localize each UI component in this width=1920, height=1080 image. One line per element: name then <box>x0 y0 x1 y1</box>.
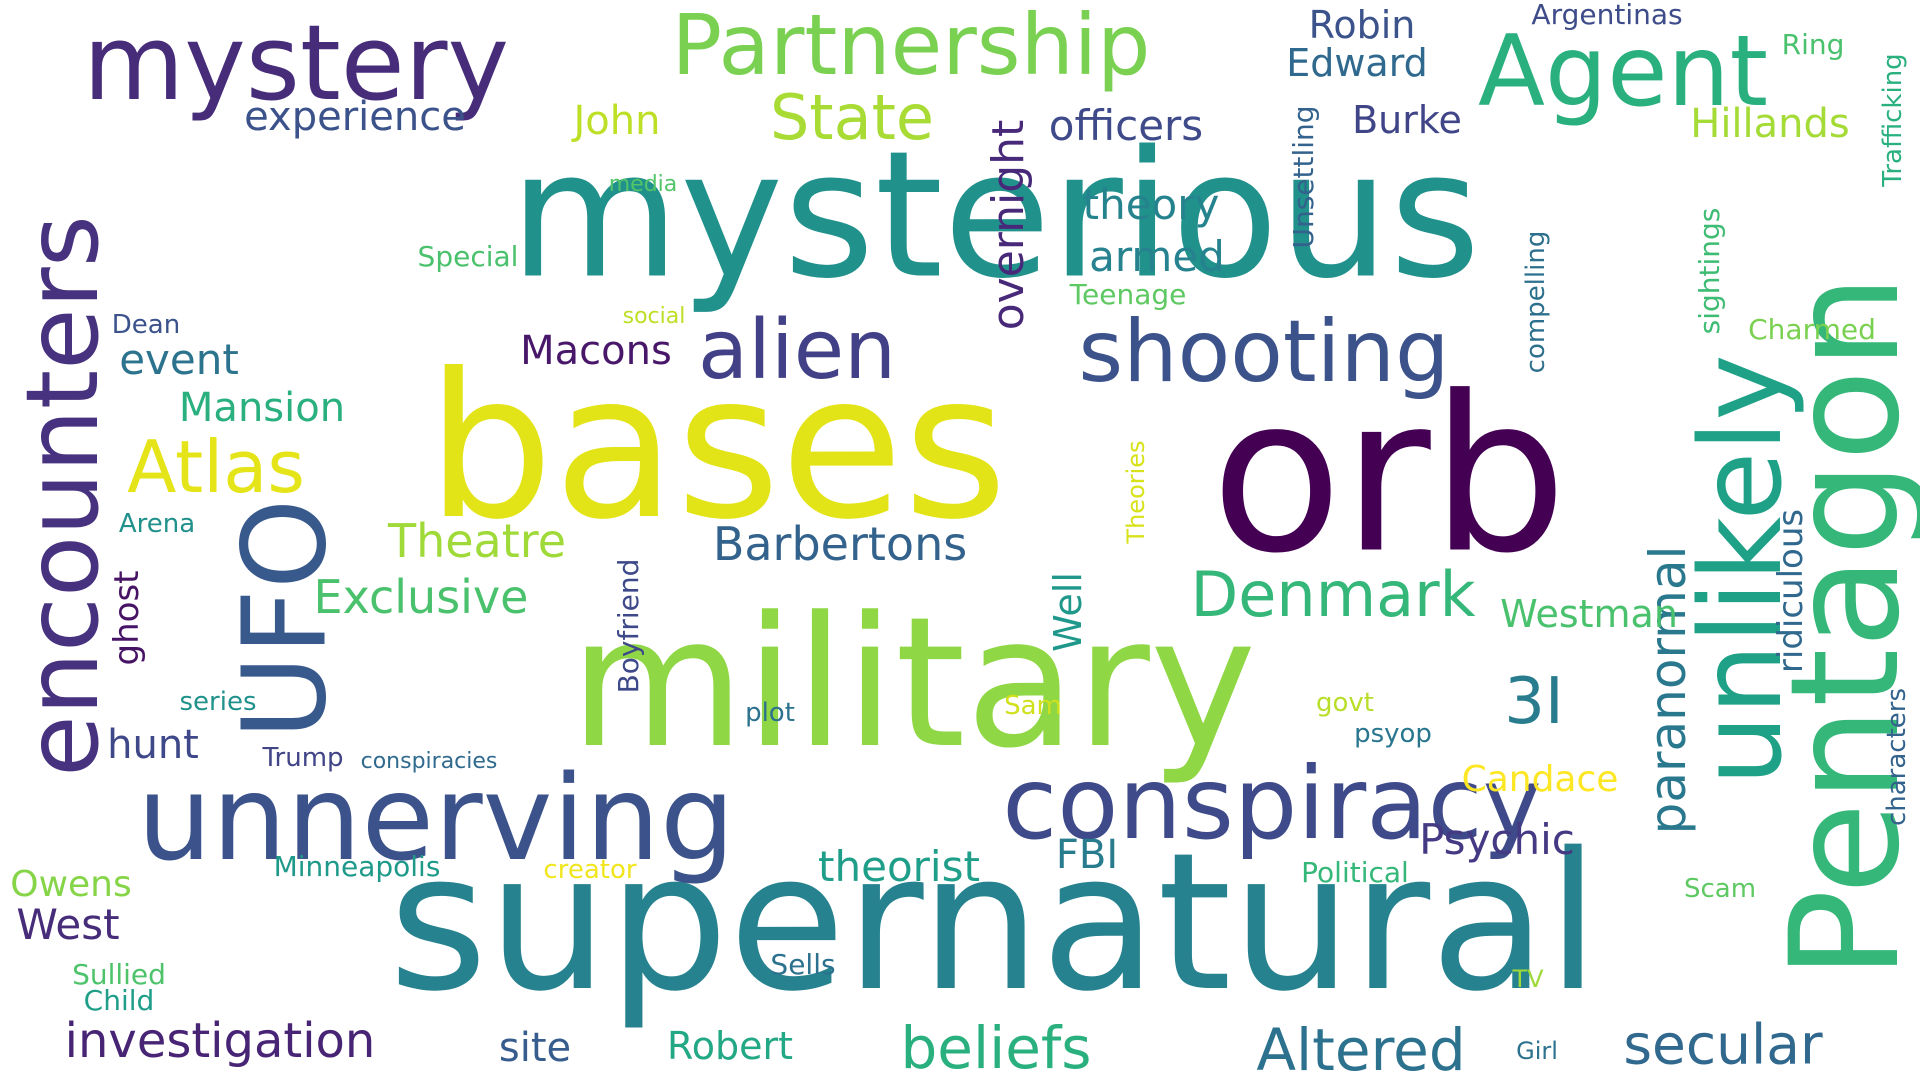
word-overnight: overnight <box>983 119 1034 331</box>
word-state: State <box>769 81 935 154</box>
word-conspiracies: conspiracies <box>360 749 498 774</box>
word-characters: characters <box>1882 687 1912 827</box>
word-robin: Robin <box>1308 3 1416 47</box>
word-macons: Macons <box>520 328 672 374</box>
word-westman: Westman <box>1500 592 1678 636</box>
word-barbertons: Barbertons <box>712 517 968 571</box>
word-teenage: Teenage <box>1069 278 1187 311</box>
word-edward: Edward <box>1286 41 1428 85</box>
word-military: military <box>569 579 1257 788</box>
word-partnership: Partnership <box>671 0 1151 94</box>
word-west: West <box>16 900 120 949</box>
word-series: series <box>179 687 257 717</box>
word-mysterious: mysterious <box>509 114 1481 318</box>
word-encounters: encounters <box>4 215 121 777</box>
word-well: Well <box>1046 572 1090 652</box>
word-event: event <box>119 335 239 384</box>
word-child: Child <box>83 984 155 1017</box>
word-ring: Ring <box>1781 28 1845 61</box>
word-conspiracy: conspiracy <box>1002 745 1542 862</box>
word-sightings: sightings <box>1693 207 1726 335</box>
word-agent: Agent <box>1477 15 1769 129</box>
word-atlas: Atlas <box>127 425 305 509</box>
word-psyop: psyop <box>1354 719 1432 749</box>
word-hunt: hunt <box>107 722 199 768</box>
word-plot: plot <box>745 698 795 728</box>
word-sam: Sam <box>1004 691 1062 721</box>
word-bases: bases <box>426 331 1008 564</box>
word-candace: Candace <box>1461 759 1619 800</box>
word-secular: secular <box>1623 1012 1823 1077</box>
word-mystery: mystery <box>82 2 510 124</box>
word-sells: Sells <box>770 948 836 981</box>
word-minneapolis: Minneapolis <box>273 850 441 883</box>
word-experience: experience <box>244 94 466 140</box>
word-tv: TV <box>1512 965 1544 993</box>
word-fbi: FBI <box>1055 832 1119 878</box>
word-mansion: Mansion <box>178 385 346 431</box>
word-orb: orb <box>1210 349 1568 601</box>
word-investigation: investigation <box>64 1013 376 1069</box>
word-political: Political <box>1301 856 1409 889</box>
word-3i: 3I <box>1504 665 1564 739</box>
word-social: social <box>622 304 686 329</box>
word-arena: Arena <box>118 509 196 539</box>
word-theories: Theories <box>1122 440 1150 544</box>
word-theatre: Theatre <box>388 514 566 568</box>
word-theorist: theorist <box>818 842 980 891</box>
word-scam: Scam <box>1683 874 1757 904</box>
word-trump: Trump <box>262 743 344 773</box>
word-beliefs: beliefs <box>900 1014 1092 1080</box>
word-ridiculous: ridiculous <box>1771 508 1811 674</box>
word-unsettling: Unsettling <box>1287 105 1320 249</box>
word-girl: Girl <box>1516 1037 1558 1065</box>
word-creator: creator <box>543 855 637 885</box>
word-site: site <box>498 1025 572 1071</box>
word-shooting: shooting <box>1078 302 1450 402</box>
word-owens: Owens <box>10 864 132 905</box>
word-burke: Burke <box>1352 98 1462 142</box>
word-unnerving: unnerving <box>137 749 735 887</box>
word-robert: Robert <box>667 1024 793 1068</box>
word-sullied: Sullied <box>72 958 166 991</box>
word-altered: Altered <box>1256 1016 1466 1080</box>
word-trafficking: Trafficking <box>1878 53 1908 187</box>
word-john: John <box>573 98 661 144</box>
word-alien: alien <box>697 303 897 398</box>
word-compelling: compelling <box>1521 230 1551 374</box>
word-denmark: Denmark <box>1190 558 1476 631</box>
word-psychic: Psychic <box>1419 815 1575 864</box>
word-supernatural: supernatural <box>388 812 1600 1033</box>
word-officers: officers <box>1048 101 1204 150</box>
word-boyfriend: Boyfriend <box>612 558 645 694</box>
word-paranormal: paranormal <box>1639 545 1697 835</box>
word-hillands: Hillands <box>1690 101 1850 147</box>
word-media: media <box>608 172 678 197</box>
word-ghost: ghost <box>107 570 147 666</box>
word-charmed: Charmed <box>1748 313 1876 346</box>
word-special: Special <box>417 240 519 273</box>
word-theory: theory <box>1082 180 1220 229</box>
word-dean: Dean <box>111 310 181 340</box>
word-armed: armed <box>1089 232 1225 281</box>
word-govt: govt <box>1316 688 1374 718</box>
word-exclusive: Exclusive <box>313 570 529 624</box>
word-argentinas: Argentinas <box>1531 0 1683 31</box>
